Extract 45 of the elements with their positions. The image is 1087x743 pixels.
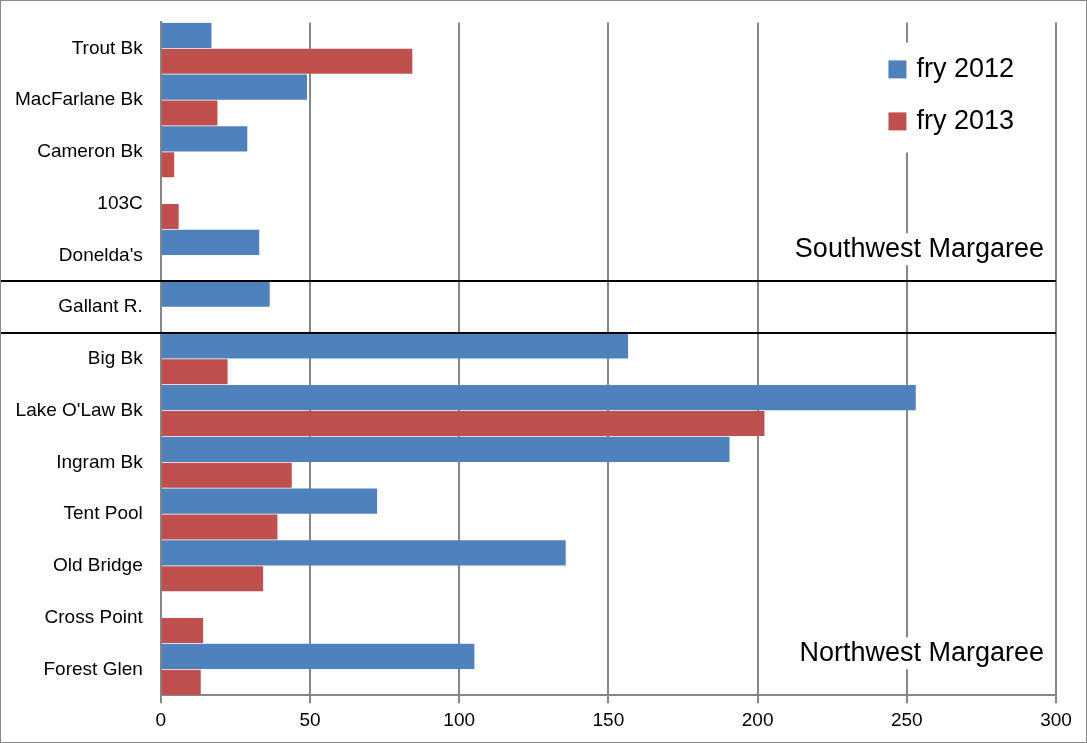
bar bbox=[161, 488, 378, 514]
bar bbox=[161, 359, 228, 385]
annotation: Northwest Margaree bbox=[799, 637, 1044, 668]
bar bbox=[161, 514, 278, 540]
y-tick-label: Trout Bk bbox=[71, 36, 144, 58]
y-tick-label: Ingram Bk bbox=[56, 450, 144, 472]
x-tick-label: 200 bbox=[741, 708, 774, 730]
bar bbox=[161, 436, 730, 462]
legend-label: fry 2013 bbox=[916, 104, 1014, 135]
y-tick-label: 103C bbox=[97, 191, 143, 213]
y-tick-label: Big Bk bbox=[87, 347, 144, 369]
bar bbox=[161, 385, 916, 411]
bar bbox=[161, 281, 270, 307]
bar bbox=[161, 669, 201, 695]
bar bbox=[161, 617, 204, 644]
x-tick-label: 150 bbox=[592, 708, 625, 730]
bar bbox=[161, 566, 264, 592]
legend-label: fry 2012 bbox=[916, 52, 1014, 83]
bar bbox=[161, 48, 413, 74]
y-tick-label: Lake O'Law Bk bbox=[15, 398, 144, 420]
bar bbox=[161, 203, 179, 230]
y-tick-label: Forest Glen bbox=[43, 657, 143, 679]
bar bbox=[161, 22, 212, 48]
x-tick-label: 0 bbox=[155, 708, 167, 730]
bar bbox=[161, 229, 260, 255]
bar bbox=[161, 410, 765, 437]
x-tick-label: 300 bbox=[1040, 708, 1072, 730]
y-tick-label: Gallant R. bbox=[58, 295, 143, 317]
x-tick-label: 100 bbox=[443, 708, 476, 730]
x-tick-label: 250 bbox=[890, 708, 923, 730]
y-tick-label: Donelda's bbox=[58, 243, 143, 265]
x-tick-label: 50 bbox=[299, 708, 321, 730]
y-tick-label: Tent Pool bbox=[63, 502, 143, 524]
y-tick-label: Cameron Bk bbox=[37, 140, 144, 162]
y-tick-label: MacFarlane Bk bbox=[14, 88, 144, 110]
annotation: Southwest Margaree bbox=[794, 233, 1044, 264]
y-tick-label: Cross Point bbox=[44, 605, 144, 627]
bar bbox=[161, 74, 307, 100]
y-tick-label: Old Bridge bbox=[52, 554, 143, 576]
bar bbox=[161, 540, 566, 566]
bar bbox=[161, 643, 475, 669]
bar bbox=[161, 462, 292, 488]
bar bbox=[161, 126, 248, 152]
bar bbox=[161, 152, 175, 178]
bar bbox=[161, 100, 218, 126]
